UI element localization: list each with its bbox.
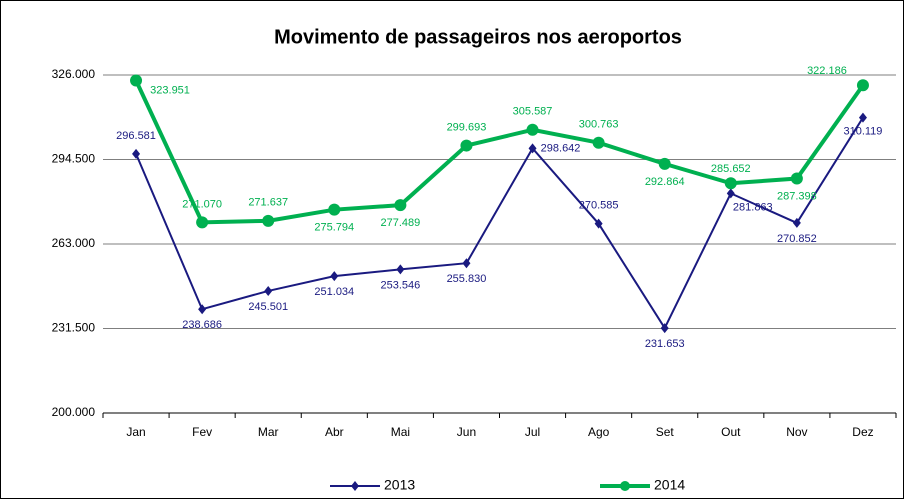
marker <box>196 216 209 229</box>
x-tick-label: Jul <box>525 425 540 439</box>
x-tick-label: Mar <box>258 425 279 439</box>
marker <box>792 217 801 228</box>
marker <box>660 323 669 334</box>
data-label: 323.951 <box>150 84 190 96</box>
marker <box>264 285 273 296</box>
data-label: 298.642 <box>541 142 581 154</box>
legend-marker <box>620 481 630 491</box>
marker <box>460 139 473 152</box>
data-label: 296.581 <box>116 130 156 142</box>
marker <box>328 203 341 216</box>
y-tick-label: 231.500 <box>52 321 96 335</box>
data-label: 299.693 <box>447 121 487 133</box>
data-label: 275.794 <box>314 222 354 234</box>
data-label: 310.119 <box>843 126 882 138</box>
marker <box>858 112 867 123</box>
data-label: 287.398 <box>777 190 817 202</box>
legend-label: 2013 <box>384 477 415 493</box>
series-line <box>134 79 865 225</box>
marker <box>592 136 605 149</box>
marker <box>396 264 405 275</box>
x-tick-label: Ago <box>588 425 610 439</box>
legend-label: 2014 <box>654 477 685 493</box>
data-label: 231.653 <box>645 338 685 350</box>
x-tick-label: Abr <box>325 425 344 439</box>
marker <box>132 148 141 159</box>
marker <box>658 157 671 170</box>
marker <box>130 74 143 87</box>
data-label: 271.637 <box>248 197 288 209</box>
marker <box>198 304 207 315</box>
data-label: 271.070 <box>182 198 222 210</box>
marker <box>394 199 407 212</box>
x-tick-label: Mai <box>391 425 410 439</box>
chart-title: Movimento de passageiros nos aeroportos <box>274 26 682 48</box>
marker <box>262 214 275 227</box>
marker <box>724 177 737 190</box>
data-label: 300.763 <box>579 119 619 131</box>
marker <box>856 79 869 92</box>
marker <box>462 258 471 269</box>
x-tick-label: Set <box>656 425 675 439</box>
x-tick-label: Jan <box>126 425 145 439</box>
marker <box>594 218 603 229</box>
y-tick-label: 294.500 <box>52 152 96 166</box>
data-label: 270.585 <box>579 200 619 212</box>
legend-marker <box>351 481 359 491</box>
x-tick-label: Nov <box>786 425 807 439</box>
data-label: 285.652 <box>711 163 751 175</box>
data-label: 251.034 <box>314 286 354 298</box>
marker <box>790 172 803 185</box>
marker <box>330 271 339 282</box>
data-label: 255.830 <box>447 273 487 285</box>
data-label: 322.186 <box>807 65 847 77</box>
data-label: 245.501 <box>248 301 288 313</box>
x-tick-label: Out <box>721 425 741 439</box>
y-tick-label: 263.000 <box>52 236 96 250</box>
marker <box>526 123 539 136</box>
data-label: 277.489 <box>380 217 420 229</box>
data-label: 305.587 <box>513 106 553 118</box>
data-label: 238.686 <box>182 319 222 331</box>
marker <box>528 143 537 154</box>
data-label: 270.852 <box>777 233 817 245</box>
y-tick-label: 200.000 <box>52 405 96 419</box>
x-tick-label: Fev <box>192 425 212 439</box>
y-tick-label: 326.000 <box>52 67 96 81</box>
series-line <box>135 117 864 331</box>
x-tick-label: Dez <box>852 425 873 439</box>
x-tick-label: Jun <box>457 425 476 439</box>
data-label: 292.864 <box>645 176 685 188</box>
data-label: 253.546 <box>380 279 420 291</box>
marker <box>726 188 735 199</box>
data-label: 281.863 <box>733 201 773 213</box>
